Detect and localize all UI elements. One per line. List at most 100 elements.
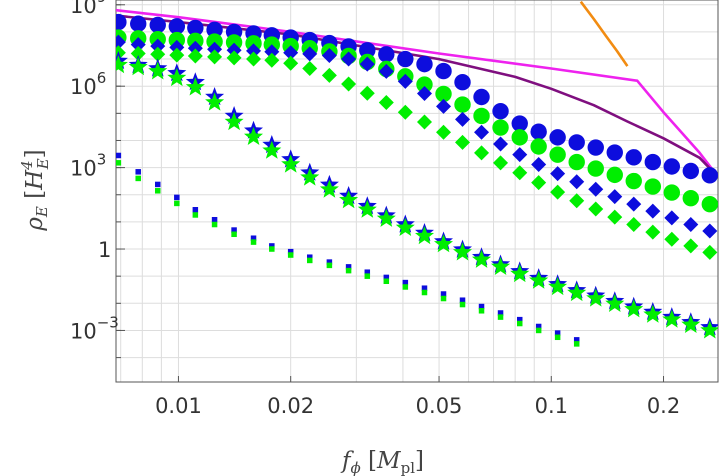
- green-diamond-point: [207, 49, 223, 65]
- green-circles-series: [116, 29, 718, 213]
- blue-diamond-point: [683, 217, 699, 233]
- green-circle-point: [206, 33, 223, 50]
- blue-circle-point: [187, 19, 204, 37]
- blue-diamond-point: [150, 38, 166, 54]
- blue-diamond-point: [302, 46, 318, 62]
- green-diamond-point: [283, 55, 299, 71]
- green-circle-point: [568, 153, 585, 171]
- green-star-point: [205, 92, 225, 111]
- blue-diamond-point: [226, 42, 242, 58]
- blue-circle-point: [454, 74, 471, 91]
- blue-square-point: [478, 303, 485, 310]
- green-diamonds-series: [116, 45, 718, 260]
- blue-diamond-point: [264, 44, 280, 60]
- blue-diamond-point: [455, 111, 471, 127]
- green-diamond-point: [455, 134, 471, 150]
- green-star-point: [281, 154, 301, 173]
- blue-square-point: [554, 330, 561, 336]
- blue-square-point: [421, 285, 428, 291]
- y-tick-label: 10−3: [70, 313, 119, 343]
- blue-square-point: [211, 216, 218, 223]
- blue-circle-point: [130, 15, 147, 32]
- blue-diamond-point: [626, 196, 642, 212]
- blue-circle-point: [606, 144, 623, 161]
- green-circle-point: [682, 189, 699, 207]
- green-square-point: [287, 252, 294, 258]
- green-star-point: [434, 234, 453, 253]
- green-diamond-point: [512, 165, 528, 181]
- green-square-point: [497, 314, 504, 320]
- green-star-point: [662, 309, 682, 328]
- blue-square-point: [250, 235, 257, 241]
- blue-square-point: [573, 337, 580, 343]
- green-circle-point: [663, 184, 681, 201]
- blue-circle-point: [435, 62, 452, 80]
- green-circle-point: [511, 129, 528, 146]
- green-square-point: [573, 341, 580, 347]
- blue-circle-point: [397, 50, 414, 68]
- green-diamond-point: [226, 50, 242, 66]
- green-circle-point: [606, 166, 623, 184]
- curves: [116, 0, 718, 178]
- green-diamond-point: [683, 238, 699, 254]
- blue-diamond-point: [702, 223, 718, 239]
- blue-square-point: [269, 243, 275, 249]
- green-circle-point: [416, 76, 433, 93]
- green-square-point: [211, 221, 218, 228]
- blue-diamond-point: [378, 63, 394, 79]
- x-tick-label: 0.01: [155, 394, 202, 418]
- blue-square-point: [516, 316, 523, 323]
- green-square-point: [364, 273, 371, 279]
- green-diamond-point: [531, 175, 547, 191]
- green-circle-point: [701, 195, 718, 213]
- blue-circle-point: [416, 55, 433, 73]
- green-diamond-point: [130, 46, 146, 62]
- green-square-point: [326, 262, 333, 269]
- green-star-point: [224, 112, 244, 131]
- green-circle-point: [245, 35, 262, 52]
- x-tick-label: 0.02: [267, 394, 314, 418]
- green-square-point: [135, 175, 141, 182]
- blue-diamond-point: [512, 147, 528, 163]
- blue-circle-point: [511, 115, 528, 132]
- blue-squares-series: [116, 152, 580, 343]
- blue-diamond-point: [397, 73, 413, 89]
- blue-square-point: [535, 323, 542, 330]
- green-square-point: [516, 320, 523, 327]
- green-diamond-point: [187, 48, 203, 64]
- green-circle-point: [530, 138, 547, 155]
- green-diamond-point: [474, 145, 490, 161]
- green-star-point: [510, 264, 530, 283]
- green-circle-point: [435, 85, 452, 103]
- green-star-point: [185, 77, 205, 96]
- blue-circle-point: [701, 167, 718, 184]
- green-star-point: [300, 167, 320, 186]
- green-diamond-point: [436, 124, 452, 140]
- orange-curve: [579, 0, 629, 67]
- green-square-point: [154, 188, 161, 194]
- blue-square-point: [154, 181, 161, 188]
- green-star-point: [700, 320, 718, 339]
- green-star-point: [167, 68, 187, 87]
- green-diamond-point: [169, 47, 185, 63]
- green-square-point: [383, 278, 390, 284]
- green-square-point: [250, 239, 257, 245]
- green-star-point: [376, 208, 396, 227]
- blue-circle-point: [682, 162, 699, 180]
- blue-square-point: [402, 279, 409, 286]
- blue-circle-point: [663, 158, 681, 175]
- y-axis-title: ρE [H4E]: [18, 149, 52, 231]
- blue-square-point: [307, 254, 313, 260]
- blue-diamond-point: [569, 174, 585, 190]
- green-star-point: [529, 270, 549, 289]
- green-square-point: [402, 284, 409, 290]
- green-star-point: [586, 288, 606, 307]
- blue-circle-point: [359, 42, 376, 59]
- blue-circle-point: [492, 102, 509, 120]
- plot-area: [116, 0, 718, 347]
- green-square-point: [345, 267, 352, 274]
- blue-diamond-point: [436, 98, 452, 114]
- blue-diamond-point: [169, 39, 185, 55]
- blue-diamond-point: [664, 210, 680, 226]
